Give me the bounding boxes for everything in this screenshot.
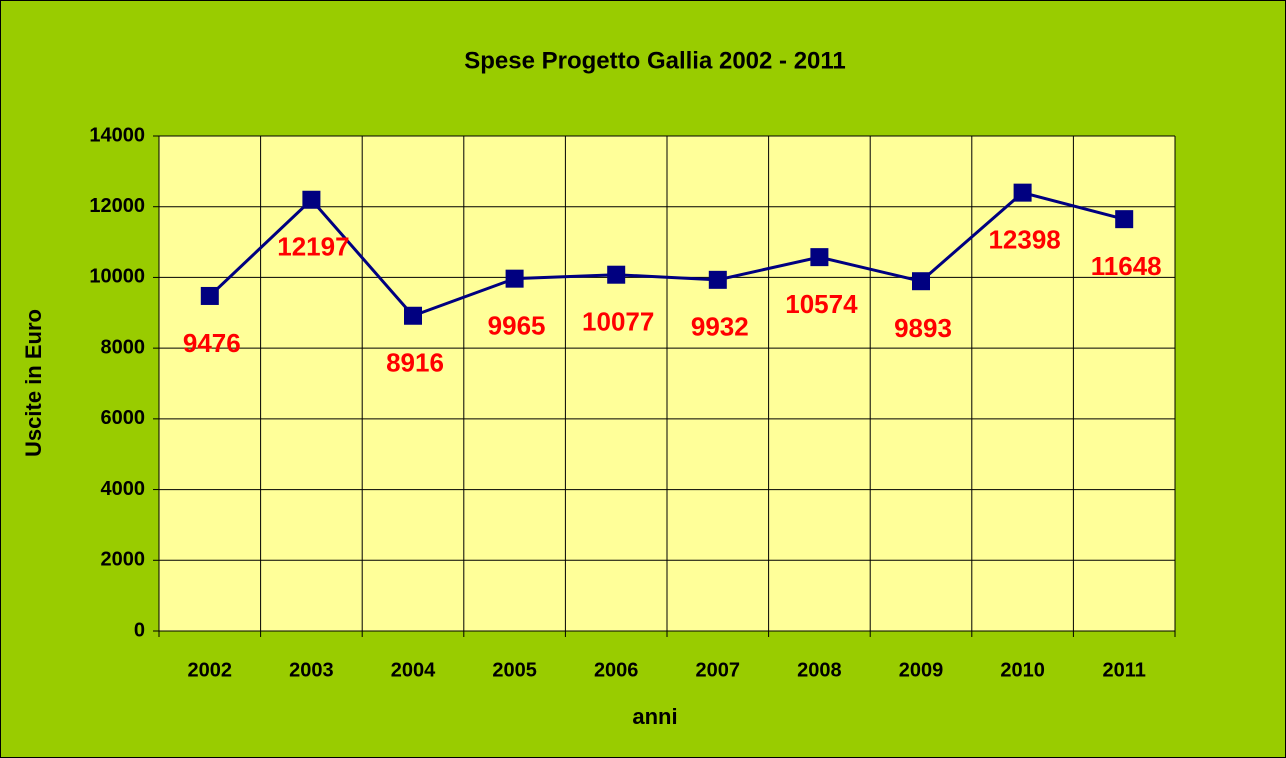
x-tick-label: 2008 (797, 659, 842, 681)
y-tick-label: 2000 (101, 549, 146, 571)
x-tick-label: 2007 (696, 659, 741, 681)
data-label: 12197 (277, 232, 349, 262)
marker (607, 265, 626, 284)
marker (200, 286, 219, 305)
y-tick-label: 8000 (101, 336, 146, 358)
chart-title: Spese Progetto Gallia 2002 - 2011 (464, 47, 846, 74)
y-axis-label: Uscite in Euro (21, 309, 46, 457)
x-tick-label: 2006 (594, 659, 639, 681)
marker (404, 306, 422, 325)
marker (708, 270, 727, 289)
marker (505, 269, 524, 288)
marker (1115, 210, 1134, 229)
x-tick-label: 2005 (492, 659, 537, 681)
data-label: 10077 (582, 307, 654, 337)
data-label: 9476 (183, 328, 241, 358)
data-label: 12398 (988, 225, 1060, 255)
y-tick-label: 0 (134, 619, 145, 641)
x-tick-label: 2011 (1103, 659, 1146, 681)
y-tick-label: 14000 (89, 124, 145, 146)
y-tick-label: 4000 (101, 478, 146, 500)
marker (1013, 183, 1032, 202)
y-tick-label: 10000 (89, 266, 145, 288)
data-label: 11648 (1091, 251, 1162, 281)
data-label: 8916 (386, 348, 444, 378)
data-label: 9893 (894, 313, 952, 343)
marker (912, 272, 930, 291)
x-tick-label: 2002 (188, 659, 233, 681)
y-tick-label: 12000 (89, 195, 145, 217)
x-tick-label: 2009 (899, 659, 944, 681)
y-tick-label: 6000 (101, 407, 146, 429)
x-tick-label: 2010 (1000, 659, 1045, 681)
x-tick-label: 2003 (289, 659, 334, 681)
data-label: 10574 (785, 289, 858, 319)
data-label: 9932 (691, 312, 749, 342)
x-axis-label: anni (632, 704, 677, 729)
series-line (208, 190, 1125, 318)
marker (302, 190, 321, 209)
data-label: 9965 (488, 311, 546, 341)
marker (810, 248, 829, 267)
x-tick-label: 2004 (391, 659, 436, 681)
